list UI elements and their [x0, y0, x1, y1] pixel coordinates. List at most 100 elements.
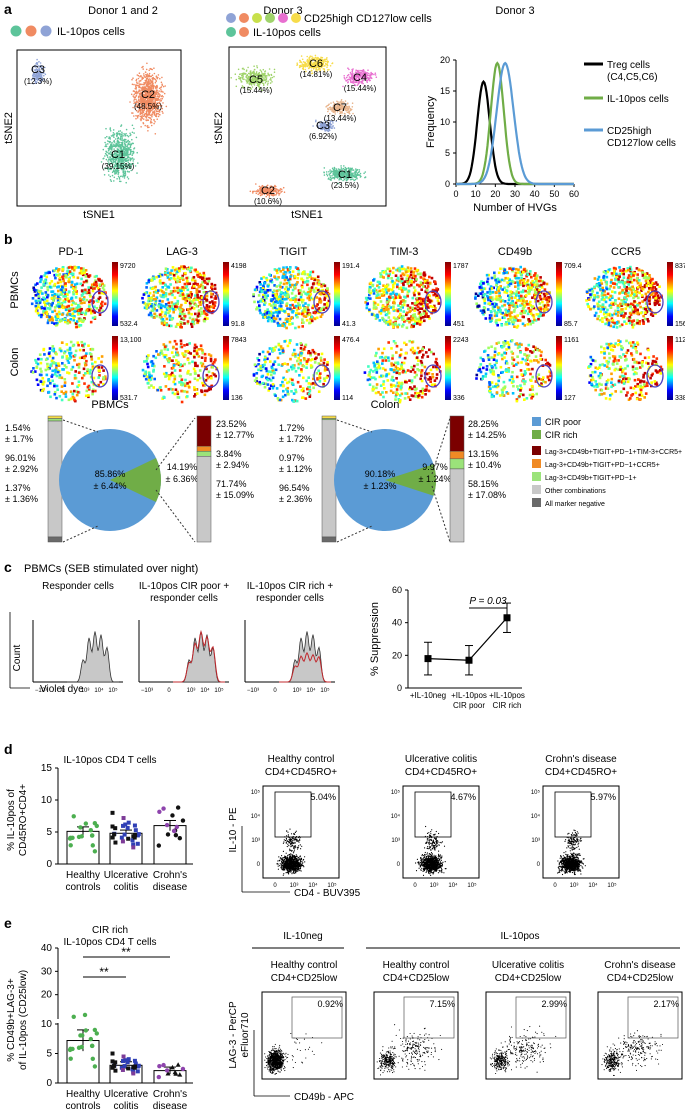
heatmap-pixel: [630, 281, 634, 284]
heatmap-pixel: [31, 297, 35, 300]
heatmap-pixel: [400, 267, 403, 270]
heatmap-gate-circle: [91, 290, 109, 314]
heatmap-pixel: [605, 318, 609, 321]
heatmap-pixel: [511, 392, 515, 395]
heatmap-pixel: [655, 357, 659, 360]
heatmap-pixel: [597, 315, 600, 318]
heatmap-pixel: [539, 307, 543, 310]
heatmap-pixel: [81, 283, 84, 287]
heatmap-pixel: [154, 297, 157, 301]
heatmap-pixel: [299, 295, 303, 299]
heatmap-pixel: [514, 303, 518, 307]
heatmap-pixel: [374, 368, 377, 371]
heatmap-pixel: [312, 304, 315, 308]
heatmap-pixel: [649, 376, 652, 380]
heatmap-pixel: [91, 392, 94, 396]
heatmap-pixel: [182, 353, 185, 357]
heatmap-pixel: [613, 345, 616, 348]
pbmc-left-sd: ± 1.7%: [5, 434, 33, 444]
heatmap-pixel: [203, 389, 207, 393]
heatmap-pixel: [426, 282, 430, 285]
heatmap-pixel: [656, 294, 660, 297]
heatmap-pixel: [169, 277, 173, 280]
heatmap-pixel: [416, 300, 419, 304]
heatmap-pixel: [63, 300, 67, 304]
heatmap-pixel: [95, 307, 99, 310]
heatmap-pixel: [617, 379, 621, 383]
heatmap-pixel: [523, 282, 526, 285]
heatmap-pixel: [595, 383, 598, 386]
heatmap-pixel: [543, 295, 547, 298]
heatmap-pixel: [325, 376, 329, 379]
heatmap-pixel: [548, 370, 551, 373]
heatmap-pixel: [82, 348, 85, 352]
heatmap-pixel: [514, 319, 518, 322]
heatmap-pixel: [87, 388, 91, 391]
heatmap-pixel: [43, 274, 46, 277]
heatmap-pixel: [509, 301, 513, 305]
heatmap-pixel: [384, 321, 388, 325]
heatmap-pixel: [435, 376, 438, 380]
heatmap-colorbar: [667, 262, 673, 326]
heatmap-pixel: [414, 274, 417, 278]
heatmap-pixel: [527, 285, 530, 289]
heatmap-pixel: [398, 266, 401, 270]
heatmap-pixel: [392, 324, 396, 327]
heatmap-pixel: [102, 382, 105, 386]
flow-d-ytick: 10⁵: [391, 789, 401, 796]
heatmap-pixel: [199, 274, 203, 277]
bar-datapoint: [132, 823, 137, 828]
heatmap-pixel: [522, 270, 525, 273]
heatmap-pixel: [54, 373, 57, 376]
heatmap-pixel: [287, 314, 291, 317]
heatmap-pixel: [98, 313, 102, 316]
heatmap-pixel: [99, 380, 103, 384]
heatmap-pixel: [627, 268, 630, 272]
heatmap-pixel: [596, 385, 599, 388]
hvg-xlabel: Number of HVGs: [473, 202, 557, 214]
heatmap-pixel: [77, 312, 81, 315]
heatmap-pixel: [614, 309, 617, 313]
heatmap-pixel: [208, 375, 211, 379]
heatmap-pixel: [200, 356, 204, 359]
supp-point: [424, 655, 432, 663]
heatmap-pixel: [87, 286, 90, 289]
heatmap-pixel: [77, 371, 81, 374]
heatmap-pixel: [495, 314, 499, 317]
heatmap-pixel: [159, 386, 162, 389]
heatmap-pixel: [428, 275, 431, 279]
heatmap-pixel: [156, 291, 159, 294]
heatmap-pixel: [410, 379, 414, 382]
heatmap-pixel: [478, 368, 482, 371]
heatmap-pixel: [300, 389, 304, 392]
heatmap-pixel: [392, 363, 395, 367]
heatmap-pixel: [525, 269, 528, 273]
heatmap-pixel: [73, 266, 77, 270]
heatmap-pixel: [271, 369, 275, 373]
heatmap-pixel: [35, 365, 39, 369]
heatmap-pixel: [505, 271, 509, 274]
heatmap-pixel: [205, 307, 208, 310]
heatmap-pixel: [515, 276, 518, 280]
heatmap-pixel: [273, 360, 277, 363]
heatmap-pixel: [173, 382, 177, 386]
heatmap-pixel: [396, 269, 400, 272]
heatmap-colon-pd-1: [30, 340, 107, 403]
heatmap-pixel: [537, 360, 540, 364]
heatmap-pixel: [602, 276, 605, 279]
heatmap-pixel: [204, 356, 207, 360]
heatmap-pixel: [648, 302, 651, 306]
heatmap-pixel: [74, 349, 78, 353]
heatmap-pixel: [408, 275, 411, 279]
heatmap-pixel: [623, 320, 626, 323]
heatmap-pixel: [299, 362, 302, 365]
heatmap-pixel: [507, 284, 511, 287]
heatmap-pixel: [428, 317, 431, 320]
hvg-xtick-label: 10: [471, 189, 481, 199]
heatmap-pixel: [515, 293, 518, 296]
heatmap-pixel: [621, 291, 624, 294]
heatmap-pixel: [379, 312, 383, 315]
heatmap-pixel: [493, 271, 496, 275]
heatmap-pixel: [613, 357, 617, 360]
heatmap-pixel: [178, 280, 181, 283]
